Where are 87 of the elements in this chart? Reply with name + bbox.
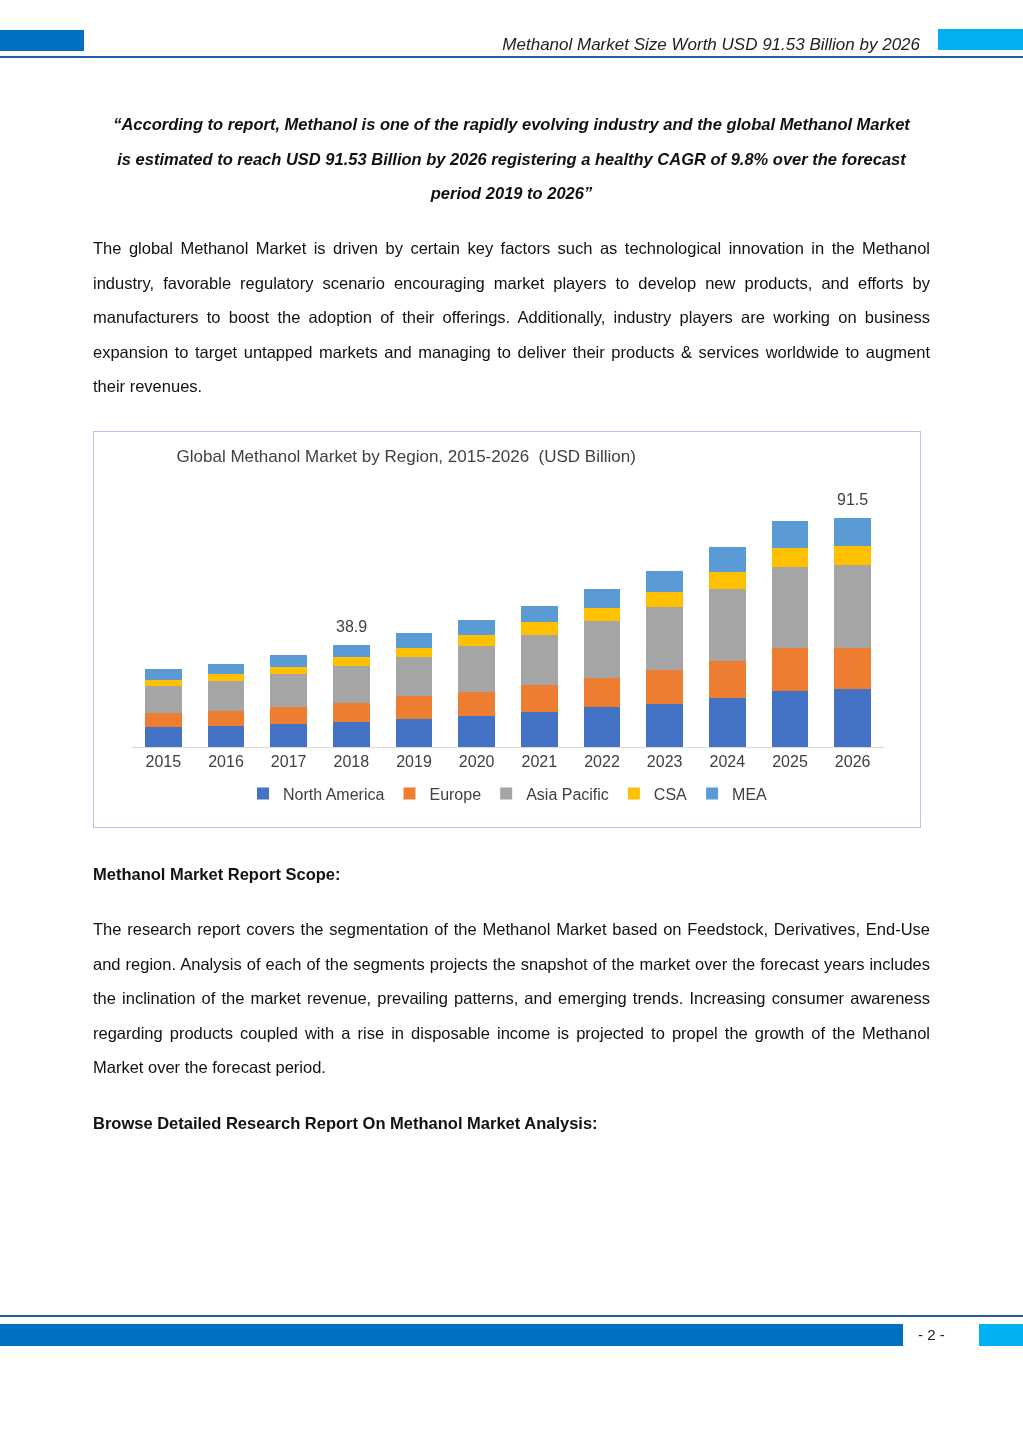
bar [709,572,746,589]
x-tick-label: 2026 [834,753,871,771]
bar [458,715,495,747]
bar [270,673,307,708]
x-tick-label: 2017 [270,753,307,771]
bar [270,707,307,725]
bar [521,712,558,747]
bar [771,520,809,549]
bar [834,647,871,690]
text: The global Methanol Market is driven by certain key factors such as technological innovation in the Methanol industry, favorable regulatory scenario encouraging market players to develop new products, and efforts by manufacturers to boost the adoption of their offerings. Additionally, industry players are working on business expansion to target untapped markets and managing to deliver their products & services worldwide to augment their revenues. [93,238,930,398]
x-tick-label: 2015 [145,753,182,771]
bar [521,684,558,713]
x-tick-label: 2020 [458,753,495,771]
bar [333,645,370,658]
bar [646,703,683,747]
bar [333,702,370,722]
legend-label: CSA [653,785,688,803]
text: The research report covers the segmentation of the Methanol Market based on Feedstock, Derivatives, End-Use and region. Analysis of each of the segments projects the snapshot of the market over the forecast years includes the inclination of the market revenue, prevailing patterns, and emerging trends. Increasing consumer awareness regarding products coupled with a rise in disposable income is projected to propel the growth of the Methanol Market over the forecast period. [93,919,930,1079]
text: - 2 - [918,1326,945,1343]
bar [333,721,370,747]
chart-title: Global Methanol Market by Region, 2015-2026 (USD Billion) [176,446,636,466]
bar [333,665,370,703]
bar [771,548,809,568]
bar [458,646,495,692]
text: Methanol Market Size Worth USD 91.53 Billion by 2026 [502,35,920,55]
text: Browse Detailed Research Report On Methanol Market Analysis: [93,1113,599,1134]
annotation: 91.5 [837,491,869,508]
bar [207,673,245,682]
bar [834,518,871,546]
legend-label: North America [283,785,385,803]
bar [521,622,558,635]
legend-label: MEA [732,785,768,803]
bar [333,657,370,666]
bar [395,647,433,658]
bar [458,691,495,716]
bar [646,570,683,593]
bar [709,697,746,747]
legend-label: Asia Pacific [526,785,609,803]
bar [771,690,809,747]
bar [834,564,871,648]
x-tick-label: 2024 [709,753,746,771]
bar [270,666,307,674]
bar [709,588,746,661]
x-tick-label: 2025 [772,753,808,771]
bar [646,592,683,607]
bar [145,727,182,747]
bar [521,605,558,623]
bar [583,588,621,608]
bar [270,724,307,747]
x-tick-label: 2016 [208,753,244,771]
bar [646,606,683,671]
x-tick-label: 2022 [584,753,620,771]
bar [646,670,683,704]
text: Methanol Market Report Scope: [93,864,342,885]
bar [395,632,433,648]
bar [583,621,621,679]
x-tick-label: 2018 [333,753,370,771]
bar [583,607,621,622]
bar [395,696,433,720]
bar [834,689,871,747]
bar [207,710,245,727]
bar [771,648,809,691]
bar [709,547,746,573]
bar [458,635,495,647]
bar [583,678,621,708]
legend-label: Europe [429,785,482,803]
bar [270,654,307,667]
x-tick-label: 2023 [646,753,683,771]
bar [207,664,245,674]
bar [834,545,871,565]
x-tick-label: 2021 [521,753,558,771]
bar [709,660,746,698]
x-tick-label: 2019 [396,753,432,771]
bar [395,719,433,747]
bar [145,713,182,728]
text: “According to report, Methanol is one of the rapidly evolving industry and the global Methanol Market is estimated to reach USD 91.53 Billion by 2026 registering a healthy CAGR of 9.8% over the forecast period 2019 to 2026” [112,114,912,205]
bar [207,681,245,711]
bar [583,707,621,747]
bar [145,669,182,680]
bar [145,686,182,714]
bar [458,619,495,636]
annotation: 38.9 [336,618,368,635]
bar [207,726,245,747]
bar [395,657,433,697]
bar [771,567,809,649]
bar [521,634,558,685]
bar [145,679,182,687]
